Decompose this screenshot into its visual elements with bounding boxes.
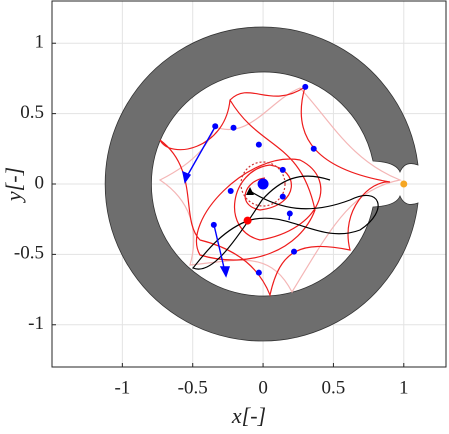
x-tick-label: -0.5 — [178, 377, 208, 398]
x-tick-label: 1 — [399, 377, 409, 398]
y-tick-label: -0.5 — [14, 243, 44, 264]
annulus-obstacle — [104, 26, 419, 342]
point — [279, 193, 286, 200]
y-tick-label: 0.5 — [20, 102, 44, 123]
point — [279, 166, 286, 173]
point — [255, 269, 262, 276]
point — [400, 180, 408, 188]
point — [212, 123, 219, 130]
x-axis-label: x[-] — [231, 403, 266, 428]
x-tick-label: 0 — [258, 377, 268, 398]
point — [243, 216, 252, 225]
x-tick-label: 0.5 — [322, 377, 346, 398]
point — [302, 83, 309, 90]
point — [210, 221, 217, 228]
start-marker — [246, 187, 254, 195]
point — [310, 145, 317, 152]
point — [257, 178, 269, 190]
point — [227, 188, 234, 195]
point — [230, 124, 237, 131]
y-axis-label: y[-] — [1, 167, 26, 203]
point — [286, 210, 293, 217]
points — [210, 83, 408, 276]
point — [291, 248, 298, 255]
point — [255, 141, 262, 148]
y-tick-label: -1 — [28, 313, 44, 334]
x-tick-label: -1 — [114, 377, 130, 398]
y-tick-label: 1 — [35, 32, 45, 53]
trajectory-black — [191, 175, 379, 270]
y-tick-label: 0 — [35, 172, 45, 193]
arrows — [182, 126, 291, 278]
reference-circle — [240, 161, 286, 207]
